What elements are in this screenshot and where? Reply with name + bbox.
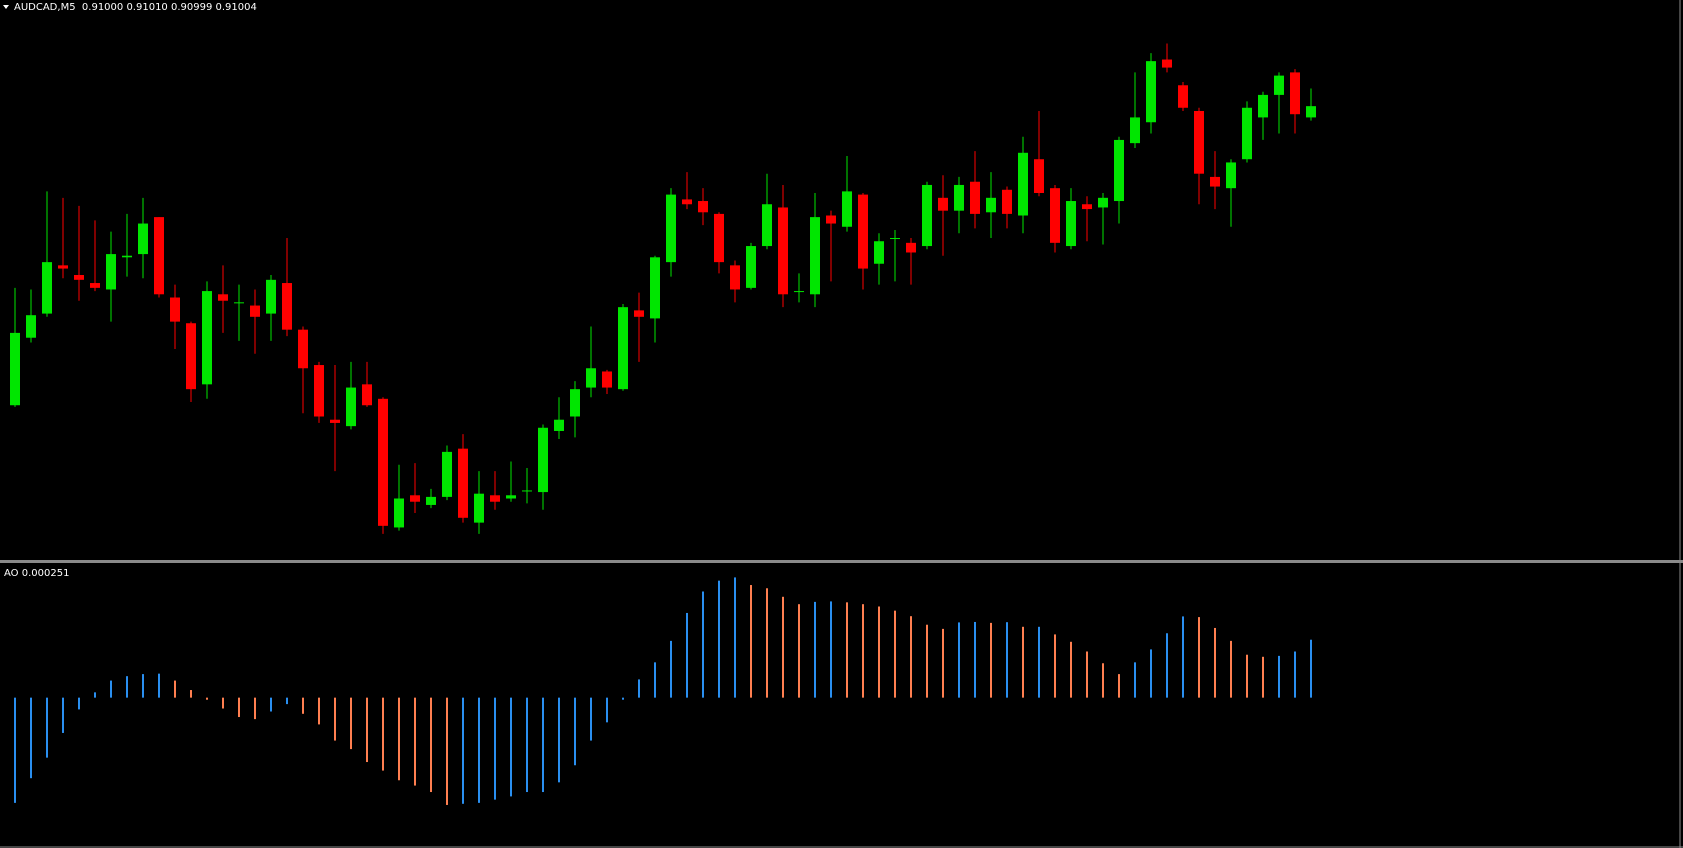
candle-body [618,307,628,390]
candle-body [1306,106,1316,118]
candle-body [1226,162,1236,189]
candle-body [490,495,500,502]
candle-body [522,490,532,492]
candle-body [410,495,420,502]
candle-body [154,217,164,295]
candle-body [282,283,292,330]
candle-body [746,246,756,288]
candle-body [1178,85,1188,108]
candle-body [634,310,644,317]
candle-body [682,199,692,205]
candle-body [1018,152,1028,216]
candle-body [698,201,708,213]
candle-body [570,389,580,417]
candle-body [26,315,36,338]
candle-body [442,451,452,497]
candle-body [218,294,228,301]
candle-body [1098,197,1108,208]
candle-body [1258,94,1268,118]
candle-body [1082,204,1092,210]
candle-body [58,265,68,269]
candle-body [1290,72,1300,115]
candle-body [122,255,132,258]
candle-body [650,257,660,319]
candle-body [762,204,772,247]
indicator-label: AO 0.000251 [4,568,69,579]
candle-body [794,291,804,293]
candle-body [1146,61,1156,123]
candle-body [970,181,980,214]
candle-body [666,194,676,263]
candle-body [554,419,564,431]
candle-body [1066,201,1076,247]
candle-body [1210,176,1220,187]
candle-body [906,242,916,253]
candle-body [394,498,404,528]
candle-body [986,197,996,213]
candle-body [106,254,116,290]
candle-body [186,323,196,390]
candle-body [330,419,340,423]
candle-body [954,184,964,211]
candle-body [1034,159,1044,193]
candle-body [730,265,740,290]
candle-body [314,365,324,417]
candle-body [778,207,788,295]
candle-body [458,448,468,518]
candle-body [1274,75,1284,95]
candle-body [42,262,52,314]
candle-body [474,493,484,523]
candle-body [1050,188,1060,243]
candle-body [810,217,820,295]
symbol-header: AUDCAD,M5 0.91000 0.91010 0.90999 0.9100… [14,2,257,13]
candle-body [602,371,612,388]
candle-body [858,194,868,269]
candle-body [138,223,148,255]
candle-body [922,184,932,247]
candle-body [826,215,836,224]
candle-body [874,241,884,264]
candle-body [586,368,596,388]
candle-body [714,213,724,263]
menu-triangle[interactable] [3,5,9,9]
candle-body [170,297,180,322]
candle-body [842,191,852,227]
candle-body [538,427,548,493]
candle-body [1114,139,1124,202]
candle-body [1194,110,1204,174]
candle-body [90,283,100,288]
pane-separator [0,560,1683,563]
candle-body [362,384,372,406]
candle-body [202,291,212,385]
candle-body [234,302,244,304]
candle-body [74,274,84,280]
candle-body [378,398,388,526]
candle-body [890,238,900,240]
candle-body [1130,117,1140,144]
candle-body [10,332,20,406]
candle-body [1162,59,1172,68]
candle-body [346,387,356,427]
candle-body [1002,189,1012,214]
candle-body [426,496,436,505]
candle-body [250,305,260,317]
candle-body [298,329,308,369]
candle-body [1242,107,1252,160]
candle-body [506,495,516,499]
candle-body [938,197,948,211]
candle-body [266,279,276,314]
